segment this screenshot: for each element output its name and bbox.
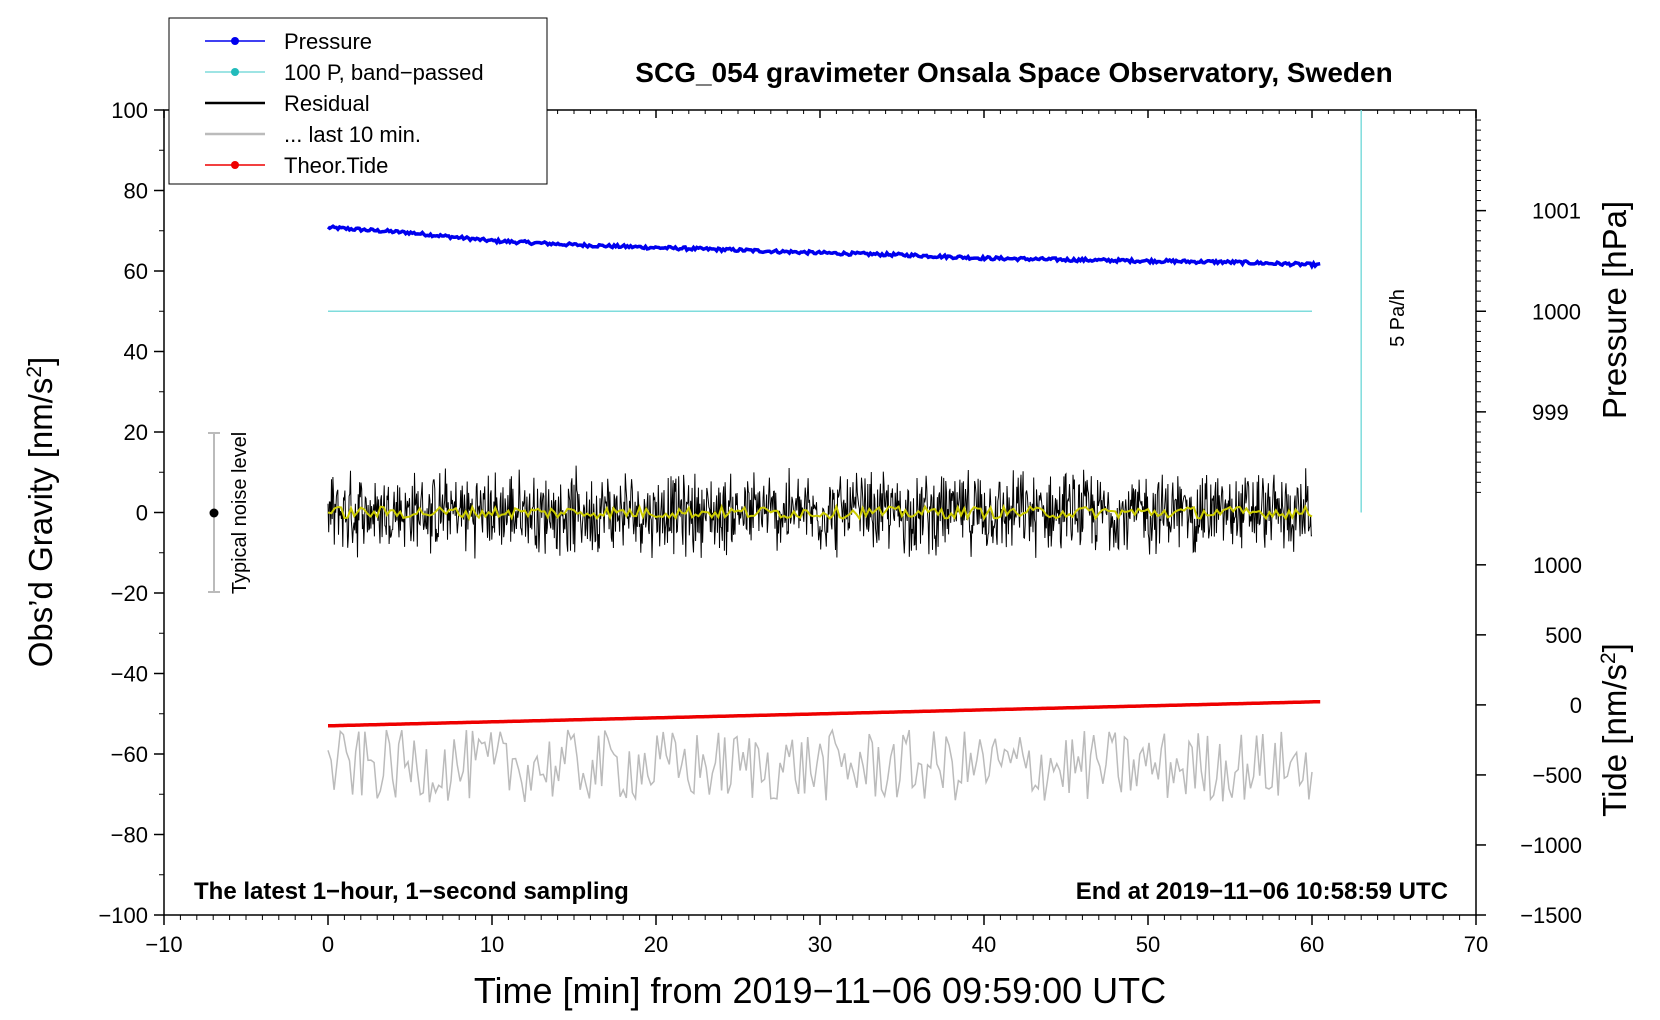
pressure-tick-label: 999 [1532,400,1569,425]
y-axis-label-left-end: ] [22,357,59,366]
noise-level-dot [209,508,219,518]
y-tick-label: 100 [111,98,148,123]
x-tick-label: 50 [1136,932,1160,957]
legend-label: ... last 10 min. [284,122,421,147]
y-tick-label: 80 [124,179,148,204]
tide-axis-label-main: Tide [nm/s [1596,664,1633,817]
tide-axis-label-sup: 2 [1597,652,1620,664]
legend-label: Theor.Tide [284,153,388,178]
series-theor-tide [328,699,1321,728]
tide-axis-ticks: 1000 500 0 −500 −1000 −1500 [1476,553,1582,928]
x-tick-label: −10 [145,932,182,957]
x-tick-label: 70 [1464,932,1488,957]
annotation-end-time: End at 2019−11−06 10:58:59 UTC [1076,878,1448,905]
y-tick-label: 60 [124,259,148,284]
y-tick-label: −100 [98,903,148,928]
tide-tick-label: −1500 [1520,903,1582,928]
tide-tick-label: −500 [1532,763,1582,788]
series-last-10-min [327,728,1313,803]
legend-items: Pressure 100 P, band−passed Residual ... la… [205,29,484,178]
legend-marker [231,68,239,76]
x-tick-label: 20 [644,932,668,957]
x-tick-label: 40 [972,932,996,957]
series-layer [326,110,1362,803]
y-axis-label-left-sup: 2 [23,366,46,378]
y-tick-label: 40 [124,340,148,365]
annotation-sampling: The latest 1−hour, 1−second sampling [194,878,629,905]
tide-tick-label: 500 [1545,623,1582,648]
pressure-axis-label: Pressure [hPa] [1596,201,1633,419]
x-tick-label: 10 [480,932,504,957]
tide-axis-label-end: ] [1596,643,1633,652]
y-tick-label: −40 [111,662,148,687]
pressure-tick-label: 1001 [1532,199,1581,224]
legend-label: Residual [284,91,370,116]
legend-label: 100 P, band−passed [284,60,484,85]
y-tick-label: 0 [136,501,148,526]
y-axis-ticks: 100 80 60 40 20 0 −20 −40 −60 −80 −100 [98,98,164,928]
x-axis-label: Time [min] from 2019−11−06 09:59:00 UTC [474,970,1166,1011]
x-axis-ticks: −10 0 10 20 30 40 50 60 70 [145,110,1488,957]
x-tick-label: 0 [322,932,334,957]
tide-axis-label: Tide [nm/s2] [1596,643,1633,817]
series-pressure [326,224,1321,270]
y-tick-label: −20 [111,581,148,606]
tide-tick-label: 0 [1570,693,1582,718]
pressure-tick-label: 1000 [1532,299,1581,324]
series-residual [327,465,1313,559]
legend-marker [231,161,239,169]
legend-marker [231,37,239,45]
series-filtered-residual [327,503,1313,522]
x-tick-label: 30 [808,932,832,957]
y-tick-label: −60 [111,742,148,767]
noise-level-label: Typical noise level [229,432,251,594]
y-tick-label: 20 [124,420,148,445]
legend-box [168,17,548,185]
y-axis-label-left-main: Obs’d Gravity [nm/s [22,378,59,668]
y-axis-label-left: Obs’d Gravity [nm/s2] [22,357,59,668]
chart-title: SCG_054 gravimeter Onsala Space Observat… [635,57,1392,88]
pressure-axis-ticks: 1001 1000 999 [1476,119,1581,493]
x-tick-label: 60 [1300,932,1324,957]
tide-tick-label: 1000 [1533,553,1582,578]
tide-tick-label: −1000 [1520,833,1582,858]
legend-label: Pressure [284,29,372,54]
rate-line-label: 5 Pa/h [1387,289,1409,347]
legend: Pressure 100 P, band−passed Residual ... la… [168,17,548,185]
y-tick-label: −80 [111,823,148,848]
